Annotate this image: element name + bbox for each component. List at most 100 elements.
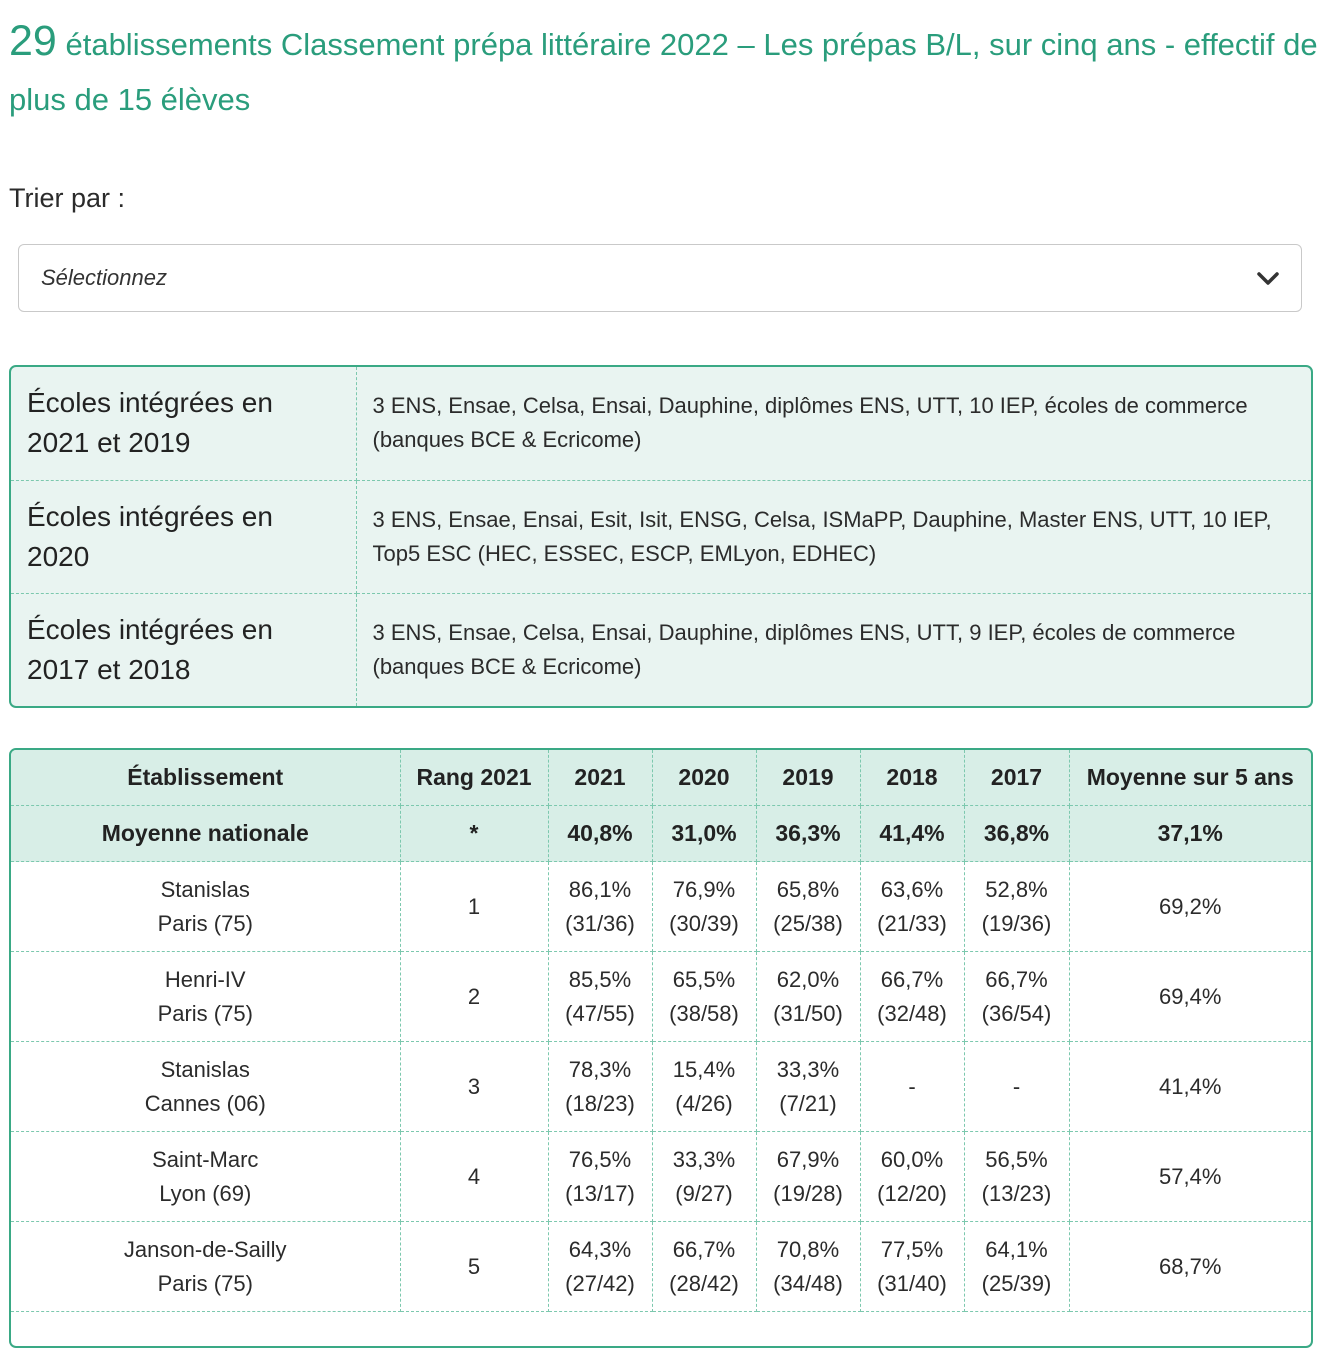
school-link[interactable]: Stanislas Cannes (06) [11, 1041, 401, 1132]
year-cell: 66,7% (28/42) [652, 1221, 757, 1312]
page-title-text: établissements Classement prépa littérai… [9, 27, 1318, 117]
school-city: Paris (75) [157, 1000, 253, 1026]
ranking-table: Établissement Rang 2021 2021 2020 2019 2… [9, 748, 1313, 1348]
header-year: 2020 [652, 750, 757, 806]
year-rate: 85,5% [568, 966, 632, 992]
year-cell-empty: - [860, 1041, 965, 1132]
sort-select[interactable]: Sélectionnez [18, 244, 1302, 312]
school-link[interactable]: Henri-IV Paris (75) [11, 951, 401, 1042]
year-ratio: (38/58) [669, 1000, 739, 1026]
year-ratio: (7/21) [779, 1090, 837, 1116]
year-rate: 56,5% [985, 1146, 1048, 1172]
year-rate: 60,0% [880, 1146, 944, 1172]
table-header-row: Établissement Rang 2021 2021 2020 2019 2… [11, 750, 1311, 806]
year-rate: 33,3% [776, 1056, 840, 1082]
year-ratio: (36/54) [981, 1000, 1052, 1026]
school-name: Henri-IV [164, 966, 246, 992]
national-label: Moyenne nationale [11, 805, 401, 862]
integrated-schools-table: Écoles intégrées en 2021 et 2019 3 ENS, … [9, 365, 1313, 708]
table-row: Henri-IV Paris (75) 2 85,5% (47/55) 65,5% (… [11, 951, 1311, 1042]
info-value: 3 ENS, Ensae, Celsa, Ensai, Dauphine, di… [356, 367, 1311, 481]
year-rate: 76,5% [568, 1146, 632, 1172]
national-average: 37,1% [1069, 805, 1311, 862]
rank-cell: 2 [400, 951, 549, 1042]
chevron-down-icon [1257, 272, 1279, 285]
header-rank: Rang 2021 [400, 750, 549, 806]
year-rate: 66,7% [985, 966, 1048, 992]
year-cell: 76,9% (30/39) [652, 861, 757, 952]
year-rate: 67,9% [776, 1146, 840, 1172]
header-year: 2019 [756, 750, 861, 806]
year-ratio: (47/55) [565, 1000, 635, 1026]
sort-label: Trier par : [9, 183, 126, 213]
average-cell: 69,2% [1069, 861, 1311, 952]
year-ratio: (21/33) [877, 910, 947, 936]
rank-cell: 3 [400, 1041, 549, 1132]
year-rate: 52,8% [985, 876, 1048, 902]
year-ratio: (13/17) [565, 1180, 635, 1206]
year-cell: 85,5% (47/55) [548, 951, 653, 1042]
year-rate: 62,0% [776, 966, 840, 992]
rank-cell: 1 [400, 861, 549, 952]
national-value: 36,3% [756, 805, 861, 862]
year-cell: 76,5% (13/17) [548, 1131, 653, 1222]
year-rate: 64,3% [568, 1236, 632, 1262]
national-average-row: Moyenne nationale * 40,8% 31,0% 36,3% 41… [11, 805, 1311, 862]
info-row: Écoles intégrées en 2021 et 2019 3 ENS, … [11, 367, 1311, 481]
year-cell: 66,7% (36/54) [964, 951, 1070, 1042]
table-row: Saint-Marc Lyon (69) 4 76,5% (13/17) 33,3%… [11, 1131, 1311, 1222]
year-ratio: (31/40) [877, 1270, 947, 1296]
table-row: Stanislas Cannes (06) 3 78,3% (18/23) 15,4… [11, 1041, 1311, 1132]
year-ratio: (31/50) [773, 1000, 843, 1026]
year-ratio: (4/26) [675, 1090, 733, 1116]
year-ratio: (13/23) [981, 1180, 1052, 1206]
average-cell: 69,4% [1069, 951, 1311, 1042]
year-rate: 70,8% [776, 1236, 840, 1262]
year-rate: 76,9% [672, 876, 736, 902]
year-ratio: (9/27) [675, 1180, 733, 1206]
table-row: Janson-de-Sailly Paris (75) 5 64,3% (27/42… [11, 1221, 1311, 1312]
year-ratio: (25/38) [773, 910, 843, 936]
year-cell: 62,0% (31/50) [756, 951, 861, 1042]
info-label: Écoles intégrées en 2020 [11, 480, 357, 594]
average-cell: 57,4% [1069, 1131, 1311, 1222]
school-name: Stanislas [160, 1056, 250, 1082]
year-ratio: (27/42) [565, 1270, 635, 1296]
year-cell-empty: - [964, 1041, 1070, 1132]
school-name: Saint-Marc [152, 1146, 259, 1172]
year-cell: 67,9% (19/28) [756, 1131, 861, 1222]
year-ratio: (28/42) [669, 1270, 739, 1296]
year-cell: 56,5% (13/23) [964, 1131, 1070, 1222]
school-link[interactable]: Saint-Marc Lyon (69) [11, 1131, 401, 1222]
year-ratio: (19/36) [981, 910, 1052, 936]
year-cell: 78,3% (18/23) [548, 1041, 653, 1132]
header-average: Moyenne sur 5 ans [1069, 750, 1311, 806]
year-ratio: (30/39) [669, 910, 739, 936]
year-cell: 64,3% (27/42) [548, 1221, 653, 1312]
school-link[interactable]: Janson-de-Sailly Paris (75) [11, 1221, 401, 1312]
national-value: 40,8% [548, 805, 653, 862]
info-value: 3 ENS, Ensae, Ensai, Esit, Isit, ENSG, C… [356, 480, 1311, 594]
year-cell: 86,1% (31/36) [548, 861, 653, 952]
national-value: 41,4% [860, 805, 965, 862]
year-cell: 60,0% (12/20) [860, 1131, 965, 1222]
school-link[interactable]: Stanislas Paris (75) [11, 861, 401, 952]
table-row: Stanislas Paris (75) 1 86,1% (31/36) 76,9%… [11, 861, 1311, 952]
year-cell: 33,3% (7/21) [756, 1041, 861, 1132]
year-rate: 66,7% [880, 966, 944, 992]
year-cell: 77,5% (31/40) [860, 1221, 965, 1312]
info-label: Écoles intégrées en 2021 et 2019 [11, 367, 357, 481]
year-ratio: (31/36) [565, 910, 635, 936]
year-rate: 33,3% [672, 1146, 736, 1172]
school-city: Paris (75) [157, 910, 253, 936]
year-cell: 70,8% (34/48) [756, 1221, 861, 1312]
year-rate: 77,5% [880, 1236, 944, 1262]
year-rate: 65,8% [776, 876, 840, 902]
header-year: 2021 [548, 750, 653, 806]
year-ratio: (12/20) [877, 1180, 947, 1206]
year-ratio: (32/48) [877, 1000, 947, 1026]
school-city: Cannes (06) [144, 1090, 266, 1116]
year-cell: 63,6% (21/33) [860, 861, 965, 952]
info-row: Écoles intégrées en 2017 et 2018 3 ENS, … [11, 593, 1311, 706]
year-rate: 64,1% [985, 1236, 1048, 1262]
